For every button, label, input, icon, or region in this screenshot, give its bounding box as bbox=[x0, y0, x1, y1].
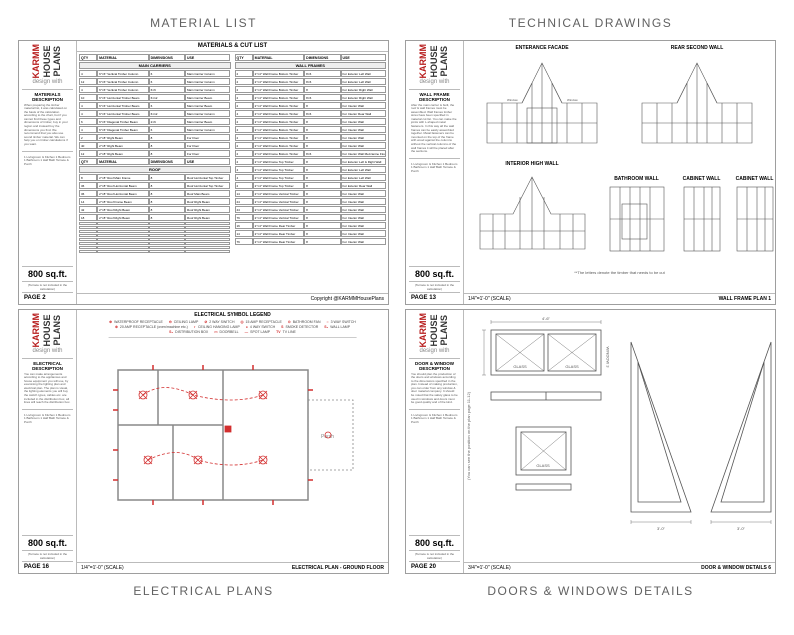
sqft-note: (Terrace is not included in the calculat… bbox=[22, 282, 73, 292]
vertical-note: (You can see the position on the plan pa… bbox=[466, 392, 471, 480]
svg-text:3'-0": 3'-0" bbox=[657, 526, 666, 531]
svg-text:Window: Window bbox=[507, 98, 519, 102]
svg-text:3'-0": 3'-0" bbox=[737, 526, 746, 531]
svg-text:GLASS: GLASS bbox=[513, 364, 527, 369]
sidebar: KARMM HOUSE PLANS design with MATERIALS … bbox=[19, 41, 77, 304]
svg-text:WINDOW 3: WINDOW 3 bbox=[606, 347, 611, 369]
sheet-electrical: KARMM HOUSE PLANS design with ELECTRICAL… bbox=[18, 309, 389, 574]
legend-item: —SPOT LAMP bbox=[245, 330, 270, 334]
floor-plan: Porch bbox=[103, 350, 363, 530]
legend-item: ◎15 AMP RECEPTACLE bbox=[240, 320, 281, 324]
wall-entrance-svg: Window Window bbox=[477, 53, 607, 148]
label-rear: REAR SECOND WALL bbox=[671, 45, 724, 51]
sqft: 800 sq.ft. bbox=[22, 266, 73, 282]
plan-title: WALL FRAME PLAN 1 bbox=[719, 296, 771, 302]
material-col-right: QTYMATERIALDIMENSIONSUSEWALL FRAMES22"×4… bbox=[235, 54, 387, 291]
doors-windows-area: (You can see the position on the plan pa… bbox=[464, 310, 775, 562]
label-cabinet2: CABINET WALL bbox=[736, 176, 774, 182]
legend-item: ●4 WAY SWITCH bbox=[246, 325, 275, 329]
legend-item: ⊙BATHROOM FAN bbox=[288, 320, 321, 324]
brand-tag: design with bbox=[32, 79, 62, 85]
copyright: Copyright @KARMMHousePlans bbox=[311, 296, 384, 302]
legend-item: ⊘2 WAY SWITCH bbox=[204, 320, 234, 324]
legend-item: ▭DOORBELL bbox=[214, 330, 238, 334]
legend-item: SSMOKE DETECTOR bbox=[281, 325, 318, 329]
legend-item: S₃WALL LAMP bbox=[324, 325, 350, 329]
side-specs: 1 Livingroom & Kitchen 1 Bedroom 1 Bathr… bbox=[22, 154, 73, 169]
label-bathroom: BATHROOM WALL bbox=[614, 176, 659, 182]
wall-cabinet1-svg bbox=[682, 184, 722, 254]
legend-title: ELECTRICAL SYMBOL LEGEND bbox=[108, 312, 357, 318]
brand-line2: HOUSE bbox=[43, 44, 53, 79]
sheet-technical: KARMM HOUSE PLANS design with WALL FRAME… bbox=[405, 40, 776, 305]
svg-text:Porch: Porch bbox=[321, 434, 334, 440]
legend-item: ⊕WATERPROOF RECEPTACLE bbox=[109, 320, 163, 324]
legend-item: ○3 WAY SWITCH bbox=[326, 320, 355, 324]
label-cabinet1: CABINET WALL bbox=[683, 176, 721, 182]
wall-bathroom-svg bbox=[607, 184, 667, 254]
tech-drawing-area: ENTERANCE FACADE Window Window REAR SECON… bbox=[464, 41, 775, 293]
caption-technical: TECHNICAL DRAWINGS bbox=[405, 10, 776, 36]
sheet-doors-windows: KARMM HOUSE PLANS design with DOOR & WIN… bbox=[405, 309, 776, 574]
caption-material-list: MATERIAL LIST bbox=[18, 10, 389, 36]
wall-rear-svg bbox=[632, 53, 762, 148]
svg-text:Window: Window bbox=[567, 98, 579, 102]
sheet-title: MATERIALS & CUT LIST bbox=[77, 41, 388, 52]
label-entrance: ENTERANCE FACADE bbox=[515, 45, 568, 51]
legend-item: ⊗20 AMP RECEPTACLE (oven/machine etc.) bbox=[115, 325, 188, 329]
page-number: PAGE 2 bbox=[22, 292, 73, 301]
svg-text:4'-6": 4'-6" bbox=[542, 316, 551, 321]
caption-doors: DOORS & WINDOWS DETAILS bbox=[405, 578, 776, 621]
legend-item: ⊖CEILING LAMP bbox=[169, 320, 198, 324]
brand-line3: PLANS bbox=[53, 44, 63, 79]
brand-logo: KARMM HOUSE PLANS design with bbox=[22, 44, 73, 85]
legend-item: S₄DISTRIBUTION BOX bbox=[169, 330, 208, 334]
electrical-legend: ELECTRICAL SYMBOL LEGEND ⊕WATERPROOF REC… bbox=[108, 312, 357, 338]
wall-cabinet2-svg bbox=[735, 184, 775, 254]
label-interior: INTERIOR HIGH WALL bbox=[505, 161, 558, 167]
sheet-material: KARMM HOUSE PLANS design with MATERIALS … bbox=[18, 40, 389, 305]
wall-interior-svg bbox=[475, 169, 590, 254]
material-col-left: QTYMATERIALDIMENSIONSUSEMAIN CARRIERS46"… bbox=[79, 54, 231, 291]
svg-text:GLASS: GLASS bbox=[536, 463, 550, 468]
tech-note: **The letters denote the timber that nee… bbox=[574, 270, 665, 275]
caption-electrical: ELECTRICAL PLANS bbox=[18, 578, 389, 621]
legend-item: ◐CEILING HANGING LAMP bbox=[194, 325, 240, 329]
brand-line1: KARMM bbox=[32, 44, 42, 79]
side-title: MATERIALS DESCRIPTION bbox=[22, 92, 73, 102]
legend-item: TVTV LINE bbox=[276, 330, 296, 334]
side-desc: When preparing the timber material list,… bbox=[22, 102, 73, 149]
svg-text:GLASS: GLASS bbox=[565, 364, 579, 369]
scale: 1/4"=1'-0" (SCALE) bbox=[468, 296, 511, 302]
